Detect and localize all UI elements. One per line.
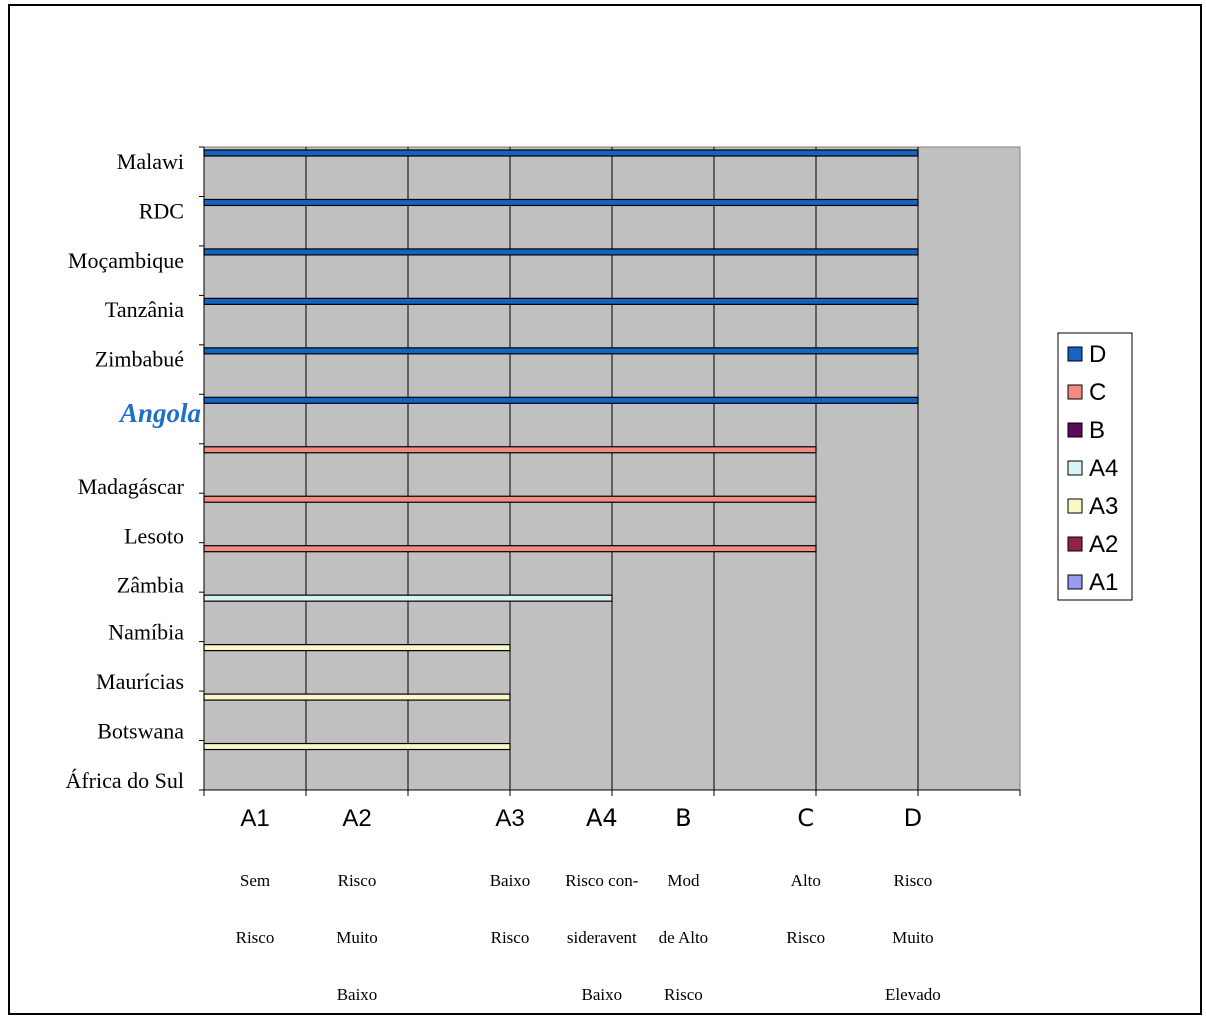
category-label: Tanzânia (105, 297, 184, 322)
bar-d (203, 248, 919, 256)
bar-c (203, 446, 817, 454)
category-label: Lesoto (124, 523, 184, 548)
x-tick-description: Sem (240, 871, 270, 890)
bar-a3 (203, 742, 511, 751)
legend-swatch (1067, 460, 1083, 476)
legend-swatch (1067, 422, 1083, 438)
legend-label: B (1089, 417, 1105, 444)
x-tick-description: Risco (664, 985, 703, 1004)
category-label: Moçambique (68, 248, 184, 273)
bar-a3 (203, 693, 511, 701)
bar-d (203, 396, 919, 404)
x-tick-code: B (675, 804, 691, 832)
x-tick-description: Alto (791, 871, 821, 890)
x-tick-description: de Alto (659, 928, 709, 947)
x-tick-description: Muito (892, 928, 934, 947)
category-label: Malawi (117, 149, 184, 174)
category-label: Namíbia (108, 620, 184, 645)
bar-d (203, 149, 919, 157)
x-tick-description: sideravent (567, 928, 637, 947)
x-tick-code: A3 (495, 805, 524, 832)
legend-swatch (1067, 346, 1083, 362)
category-label: Zimbabué (95, 347, 184, 372)
legend-label: A4 (1089, 455, 1118, 482)
x-tick-code: C (797, 804, 814, 832)
bar-d (203, 297, 919, 305)
x-tick-code: A2 (342, 805, 371, 832)
legend-swatch (1067, 498, 1083, 514)
x-tick-code: A4 (586, 804, 618, 832)
bar-c (203, 495, 817, 503)
legend-label: C (1089, 379, 1106, 406)
bar-d (203, 198, 919, 207)
x-tick-description: Baixo (490, 871, 531, 890)
legend-label: A2 (1089, 531, 1118, 558)
bar-c (203, 545, 817, 553)
x-tick-description: Baixo (581, 985, 622, 1004)
legend-label: A1 (1089, 569, 1118, 596)
category-label: África do Sul (65, 768, 184, 793)
category-label: RDC (139, 198, 184, 223)
legend-label: A3 (1089, 493, 1118, 520)
x-tick-description: Mod (667, 871, 700, 890)
x-tick-description: Risco (894, 871, 933, 890)
bar-d (203, 347, 919, 355)
x-tick-description: Risco (786, 928, 825, 947)
x-tick-code: A1 (240, 805, 269, 832)
x-tick-description: Muito (336, 928, 378, 947)
x-tick-description: Risco con- (565, 871, 639, 890)
x-tick-description: Risco (338, 871, 377, 890)
x-tick-description: Baixo (337, 985, 378, 1004)
legend-swatch (1067, 574, 1083, 590)
x-tick-code: D (904, 804, 922, 832)
category-label: Angola (118, 398, 201, 428)
legend-swatch (1067, 536, 1083, 552)
bar-a3 (203, 644, 511, 652)
category-label: Botswana (97, 719, 184, 744)
legend-label: D (1089, 341, 1106, 368)
legend-swatch (1067, 384, 1083, 400)
category-label: Madagáscar (78, 474, 185, 499)
bar-a4 (203, 594, 613, 602)
x-tick-description: Risco (491, 928, 530, 947)
x-tick-description: Elevado (885, 985, 941, 1004)
category-label: Zâmbia (117, 573, 184, 598)
category-label: Maurícias (96, 669, 184, 694)
x-tick-description: Risco (236, 928, 275, 947)
